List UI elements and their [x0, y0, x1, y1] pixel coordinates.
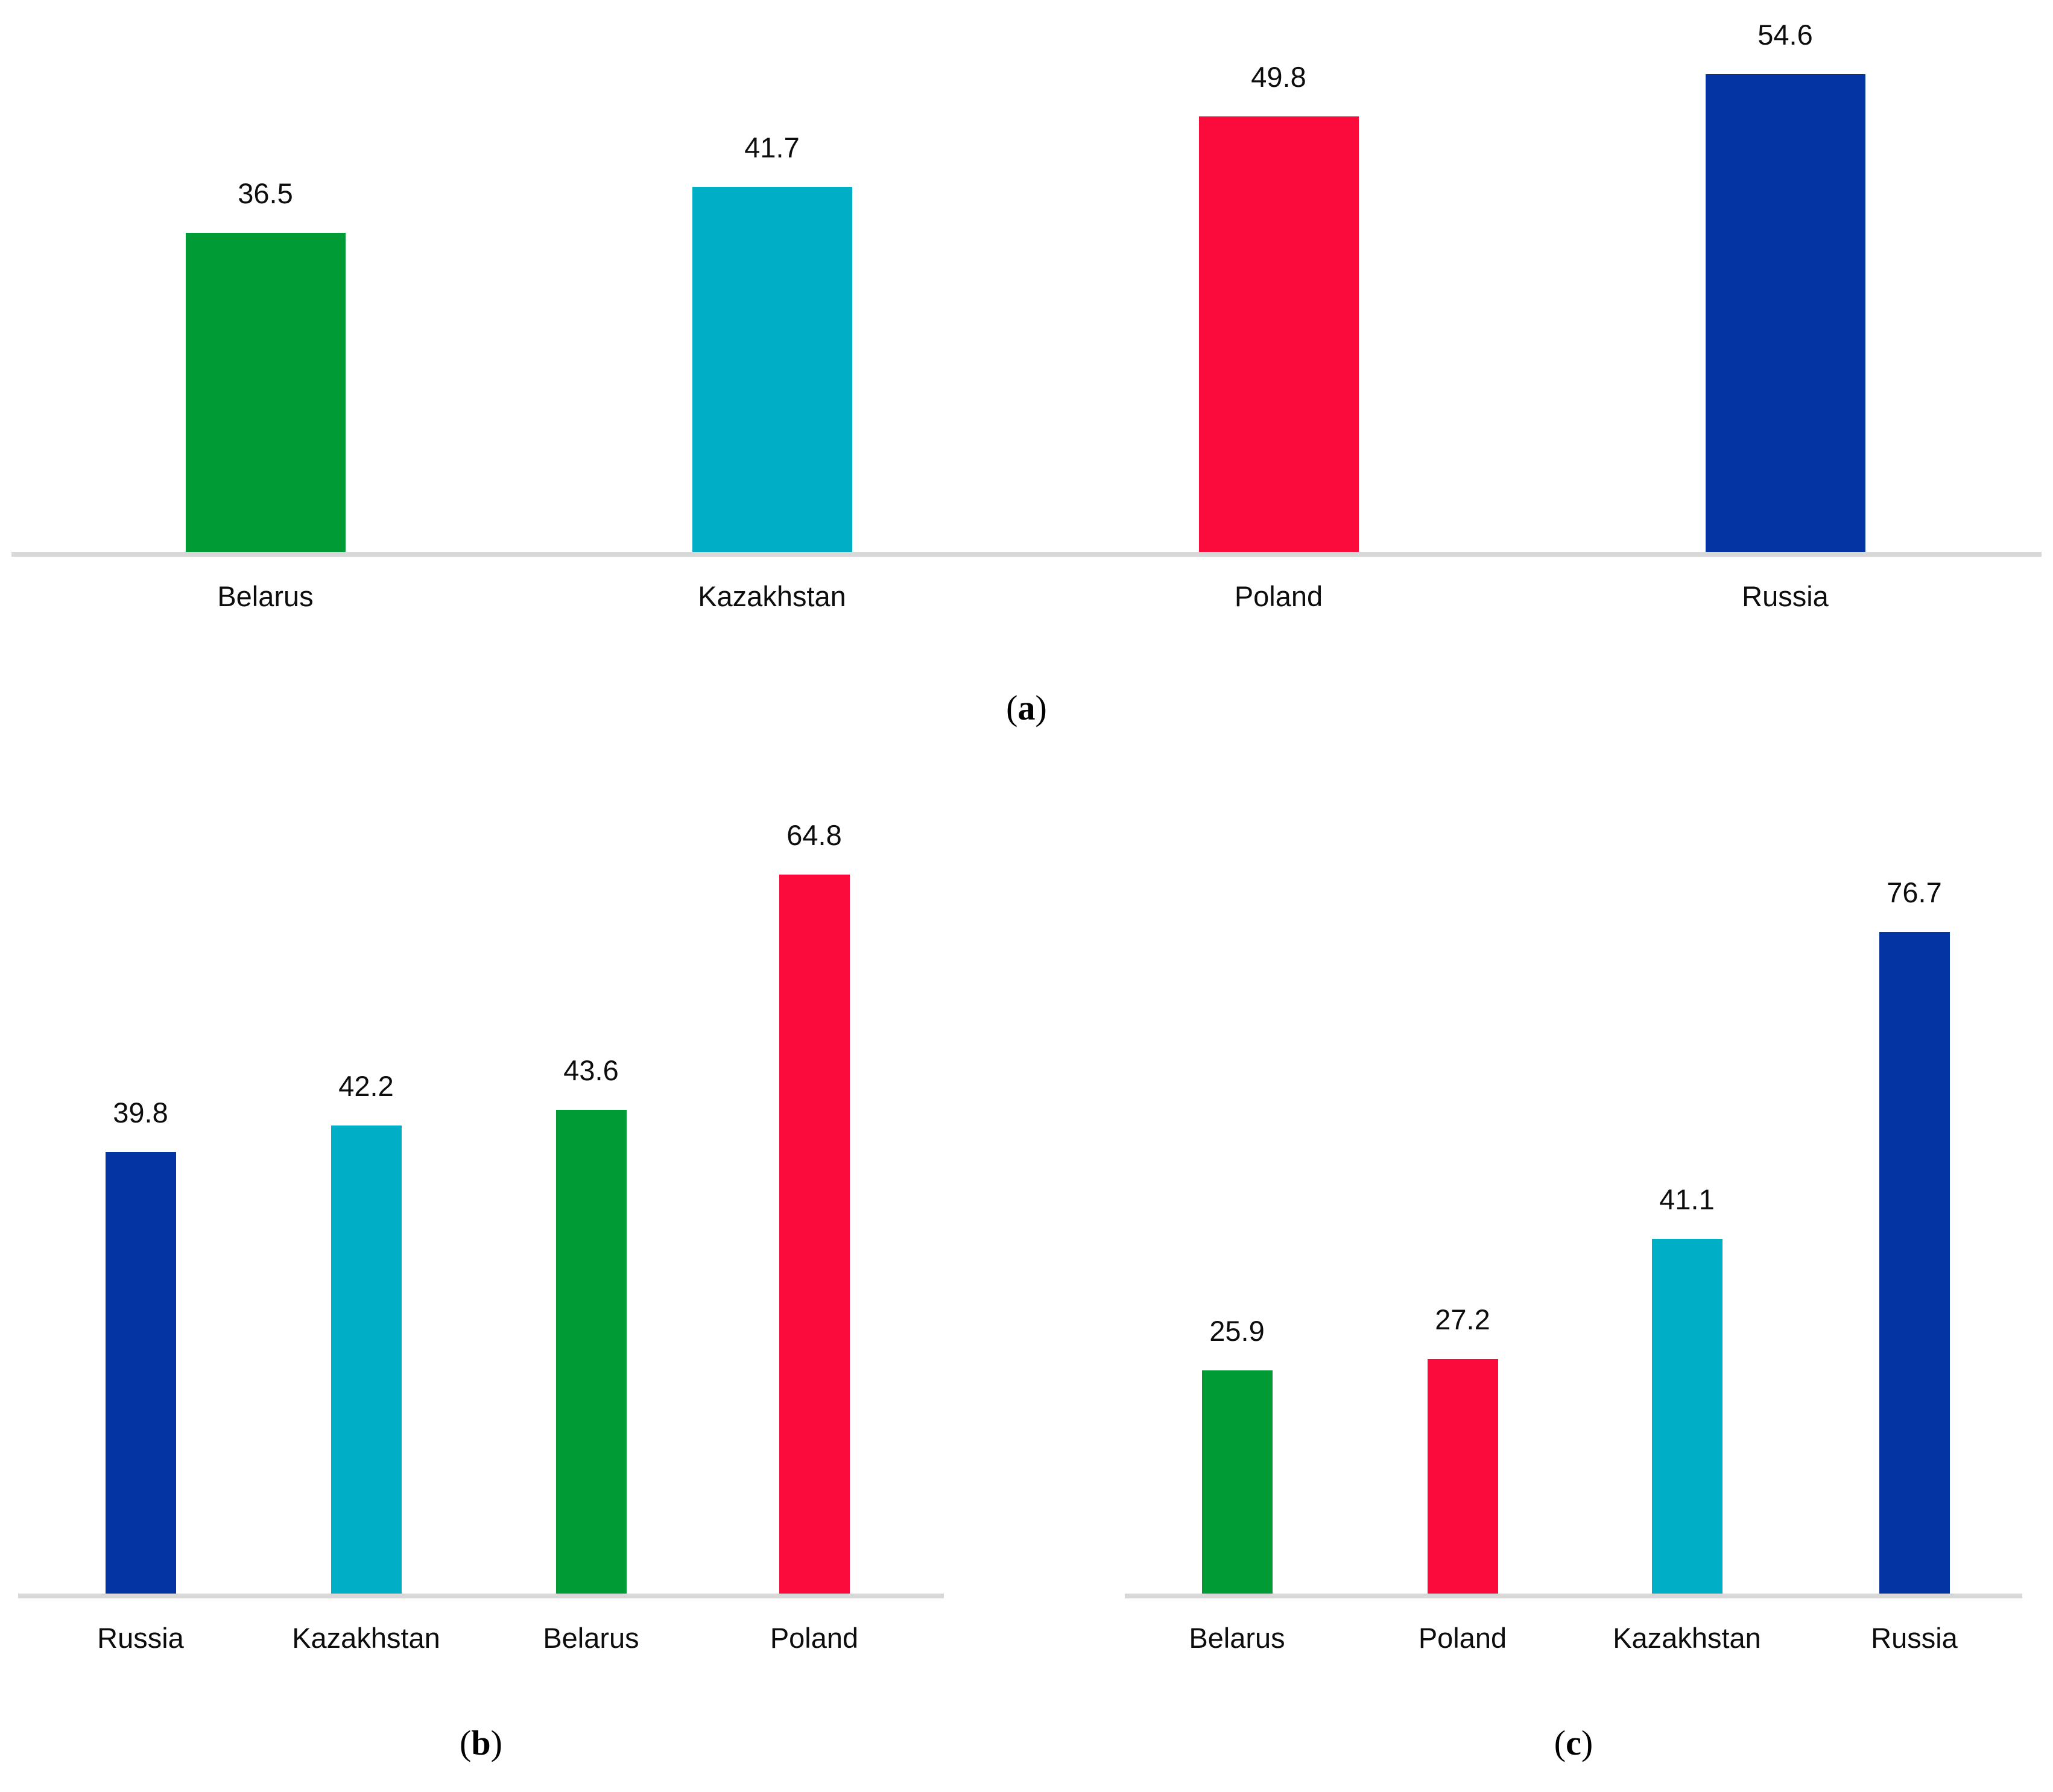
bar-russia: [105, 1152, 176, 1594]
bar-russia: [1879, 932, 1950, 1594]
value-label-russia: 76.7: [1887, 876, 1942, 908]
bar-kazakhstan: [331, 1126, 402, 1594]
bar-belarus: [185, 233, 346, 552]
value-label-belarus: 43.6: [563, 1054, 619, 1086]
category-label-russia: Russia: [1742, 580, 1829, 612]
x-axis-c: [1125, 1594, 2022, 1598]
bar-kazakhstan: [692, 187, 852, 552]
bar-poland: [779, 875, 850, 1594]
category-label-poland: Poland: [1418, 1622, 1507, 1654]
value-label-kazakhstan: 41.1: [1659, 1183, 1715, 1215]
caption-b-open: (: [460, 1723, 472, 1762]
caption-b-letter: b: [471, 1723, 491, 1762]
bar-poland: [1198, 116, 1359, 552]
caption-c-close: ): [1581, 1723, 1593, 1762]
category-label-poland: Poland: [1234, 580, 1323, 612]
bar-russia: [1705, 74, 1865, 552]
category-label-belarus: Belarus: [543, 1622, 639, 1654]
x-axis-b: [18, 1594, 944, 1598]
category-label-kazakhstan: Kazakhstan: [698, 580, 846, 612]
chart-b: 39.8 Russia 42.2 Kazakhstan 43.6 Belarus 64.8 P…: [0, 784, 1025, 1792]
caption-a: (a): [11, 688, 2042, 729]
value-label-poland: 27.2: [1435, 1303, 1490, 1335]
x-axis-a: [11, 552, 2042, 557]
chart-a: 36.5 Belarus 41.7 Kazakhstan 49.8 Poland 54.6 R…: [0, 0, 2053, 778]
category-label-belarus: Belarus: [1189, 1622, 1285, 1654]
caption-b: (b): [18, 1723, 944, 1764]
category-label-russia: Russia: [1871, 1622, 1958, 1654]
category-label-kazakhstan: Kazakhstan: [1613, 1622, 1761, 1654]
bar-belarus: [555, 1110, 627, 1594]
value-label-russia: 54.6: [1757, 19, 1813, 51]
value-label-belarus: 25.9: [1209, 1315, 1265, 1347]
caption-c-letter: c: [1566, 1723, 1581, 1762]
bar-belarus: [1201, 1370, 1273, 1594]
value-label-kazakhstan: 42.2: [338, 1070, 394, 1102]
caption-a-close: ): [1035, 688, 1047, 727]
value-label-belarus: 36.5: [238, 177, 293, 209]
category-label-belarus: Belarus: [217, 580, 314, 612]
value-label-kazakhstan: 41.7: [744, 131, 800, 163]
caption-c-open: (: [1554, 1723, 1566, 1762]
value-label-poland: 49.8: [1251, 61, 1306, 93]
bar-poland: [1427, 1359, 1498, 1594]
caption-a-letter: a: [1017, 688, 1036, 727]
value-label-russia: 39.8: [113, 1097, 168, 1129]
value-label-poland: 64.8: [786, 819, 842, 851]
bar-kazakhstan: [1651, 1239, 1722, 1594]
category-label-poland: Poland: [770, 1622, 859, 1654]
category-label-russia: Russia: [97, 1622, 184, 1654]
category-label-kazakhstan: Kazakhstan: [292, 1622, 440, 1654]
caption-a-open: (: [1006, 688, 1018, 727]
caption-b-close: ): [490, 1723, 502, 1762]
chart-c: 25.9 Belarus 27.2 Poland 41.1 Kazakhstan 76.7 R…: [1025, 784, 2053, 1792]
caption-c: (c): [1125, 1723, 2022, 1764]
